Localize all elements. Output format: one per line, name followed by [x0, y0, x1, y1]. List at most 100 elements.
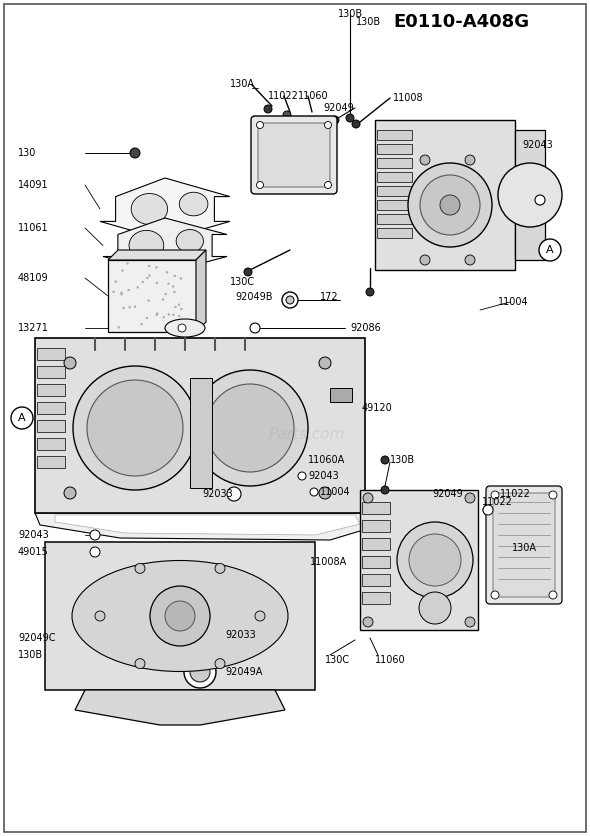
- Circle shape: [127, 288, 130, 291]
- Circle shape: [250, 323, 260, 333]
- Circle shape: [206, 384, 294, 472]
- Text: 49015: 49015: [18, 547, 49, 557]
- Circle shape: [135, 659, 145, 669]
- Bar: [377, 172, 412, 182]
- Text: 92049A: 92049A: [225, 667, 263, 677]
- Text: 92033: 92033: [202, 489, 232, 499]
- Circle shape: [324, 181, 332, 188]
- Circle shape: [120, 292, 123, 294]
- Bar: [362, 502, 390, 514]
- Circle shape: [180, 308, 183, 310]
- Text: 11022: 11022: [268, 91, 299, 101]
- Circle shape: [363, 617, 373, 627]
- Circle shape: [244, 268, 252, 276]
- Bar: [330, 388, 352, 402]
- Circle shape: [282, 292, 298, 308]
- Circle shape: [117, 326, 120, 329]
- Circle shape: [408, 163, 492, 247]
- Text: 130: 130: [18, 148, 37, 158]
- Circle shape: [352, 120, 360, 128]
- Circle shape: [227, 487, 241, 501]
- Circle shape: [122, 269, 124, 272]
- Circle shape: [148, 274, 150, 277]
- Circle shape: [381, 486, 389, 494]
- Circle shape: [173, 275, 176, 277]
- Bar: [37, 366, 65, 378]
- Circle shape: [126, 263, 129, 265]
- Circle shape: [156, 314, 158, 316]
- Circle shape: [319, 487, 331, 499]
- Circle shape: [95, 611, 105, 621]
- Circle shape: [64, 357, 76, 369]
- Circle shape: [483, 505, 493, 515]
- Circle shape: [167, 283, 169, 285]
- Bar: [37, 402, 65, 414]
- Bar: [45, 542, 315, 690]
- FancyBboxPatch shape: [493, 493, 555, 597]
- Circle shape: [215, 563, 225, 573]
- Text: 11022: 11022: [482, 497, 513, 507]
- FancyBboxPatch shape: [486, 486, 562, 604]
- Circle shape: [257, 121, 264, 129]
- Circle shape: [64, 487, 76, 499]
- Circle shape: [363, 493, 373, 503]
- Ellipse shape: [176, 230, 204, 252]
- Circle shape: [173, 291, 176, 293]
- Circle shape: [549, 491, 557, 499]
- Bar: [377, 158, 412, 168]
- Circle shape: [190, 662, 210, 682]
- Text: 11008A: 11008A: [310, 557, 348, 567]
- Circle shape: [140, 323, 143, 325]
- Circle shape: [535, 195, 545, 205]
- Circle shape: [257, 181, 264, 188]
- Circle shape: [123, 307, 125, 309]
- Polygon shape: [108, 250, 206, 260]
- Circle shape: [146, 277, 149, 279]
- Circle shape: [155, 266, 158, 268]
- Circle shape: [501, 544, 509, 552]
- Circle shape: [178, 315, 181, 318]
- Circle shape: [11, 407, 33, 429]
- Text: 92049C: 92049C: [18, 633, 55, 643]
- Text: 130A: 130A: [230, 79, 255, 89]
- Text: 11061: 11061: [18, 223, 48, 233]
- Ellipse shape: [72, 560, 288, 671]
- Text: 92043: 92043: [522, 140, 553, 150]
- Circle shape: [324, 121, 332, 129]
- Circle shape: [163, 316, 165, 319]
- Circle shape: [172, 314, 175, 316]
- Circle shape: [310, 488, 318, 496]
- Circle shape: [298, 472, 306, 480]
- Circle shape: [193, 623, 207, 637]
- Text: 49120: 49120: [362, 403, 393, 413]
- Circle shape: [465, 255, 475, 265]
- Text: 13271: 13271: [18, 323, 49, 333]
- Circle shape: [90, 547, 100, 557]
- Circle shape: [420, 155, 430, 165]
- Text: 92033: 92033: [225, 630, 255, 640]
- Circle shape: [135, 563, 145, 573]
- Circle shape: [165, 293, 167, 295]
- Circle shape: [150, 586, 210, 646]
- Circle shape: [73, 366, 197, 490]
- Ellipse shape: [131, 193, 168, 225]
- Circle shape: [419, 592, 451, 624]
- Text: 11004: 11004: [498, 297, 529, 307]
- Circle shape: [440, 195, 460, 215]
- Polygon shape: [100, 178, 230, 240]
- Text: 92049: 92049: [432, 489, 463, 499]
- Circle shape: [319, 357, 331, 369]
- Circle shape: [165, 601, 195, 631]
- Circle shape: [156, 313, 159, 314]
- Text: 11060: 11060: [375, 655, 406, 665]
- Circle shape: [146, 317, 148, 319]
- Text: 130A: 130A: [512, 543, 537, 553]
- Circle shape: [174, 306, 177, 308]
- Ellipse shape: [165, 319, 205, 337]
- Circle shape: [171, 326, 173, 328]
- Circle shape: [409, 534, 461, 586]
- Bar: [377, 186, 412, 196]
- Circle shape: [264, 105, 272, 113]
- FancyBboxPatch shape: [251, 116, 337, 194]
- Circle shape: [192, 370, 308, 486]
